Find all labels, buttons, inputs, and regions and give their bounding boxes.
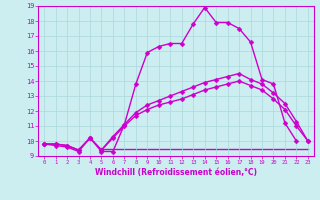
X-axis label: Windchill (Refroidissement éolien,°C): Windchill (Refroidissement éolien,°C) xyxy=(95,168,257,177)
